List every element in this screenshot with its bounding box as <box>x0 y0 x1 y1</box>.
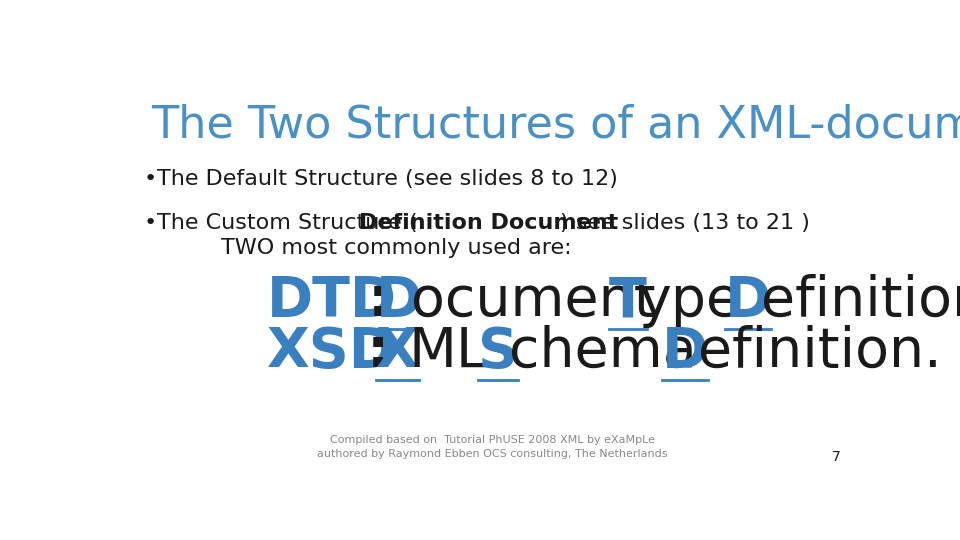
Text: :: : <box>368 274 391 328</box>
Text: D: D <box>375 274 421 328</box>
Text: The Custom Structure (: The Custom Structure ( <box>157 213 418 233</box>
Text: The Default Structure (see slides 8 to 12): The Default Structure (see slides 8 to 1… <box>157 168 618 189</box>
Text: 7: 7 <box>832 450 841 464</box>
Text: •: • <box>143 213 156 233</box>
Text: ocument: ocument <box>412 274 656 328</box>
Text: Compiled based on  Tutorial PhUSE 2008 XML by eXaMpLe
authored by Raymond Ebben : Compiled based on Tutorial PhUSE 2008 XM… <box>317 435 667 459</box>
Text: •: • <box>143 168 156 189</box>
Text: efinition.: efinition. <box>698 325 942 379</box>
Text: T: T <box>609 274 647 328</box>
Text: :: : <box>367 325 390 379</box>
Text: ype: ype <box>638 274 740 328</box>
Text: The Two Structures of an XML-document: The Two Structures of an XML-document <box>151 103 960 146</box>
Text: S: S <box>478 325 517 379</box>
Text: efinition.: efinition. <box>760 274 960 328</box>
Text: ML: ML <box>409 325 488 379</box>
Text: D: D <box>725 274 771 328</box>
Text: ) see slides (13 to 21 ): ) see slides (13 to 21 ) <box>560 213 810 233</box>
Text: DTD: DTD <box>267 274 397 328</box>
Text: TWO most commonly used are:: TWO most commonly used are: <box>221 238 571 258</box>
Text: D: D <box>662 325 708 379</box>
Text: Definition Document: Definition Document <box>359 213 618 233</box>
Text: X: X <box>375 325 419 379</box>
Text: XSD: XSD <box>267 325 396 379</box>
Text: chema: chema <box>509 325 697 379</box>
